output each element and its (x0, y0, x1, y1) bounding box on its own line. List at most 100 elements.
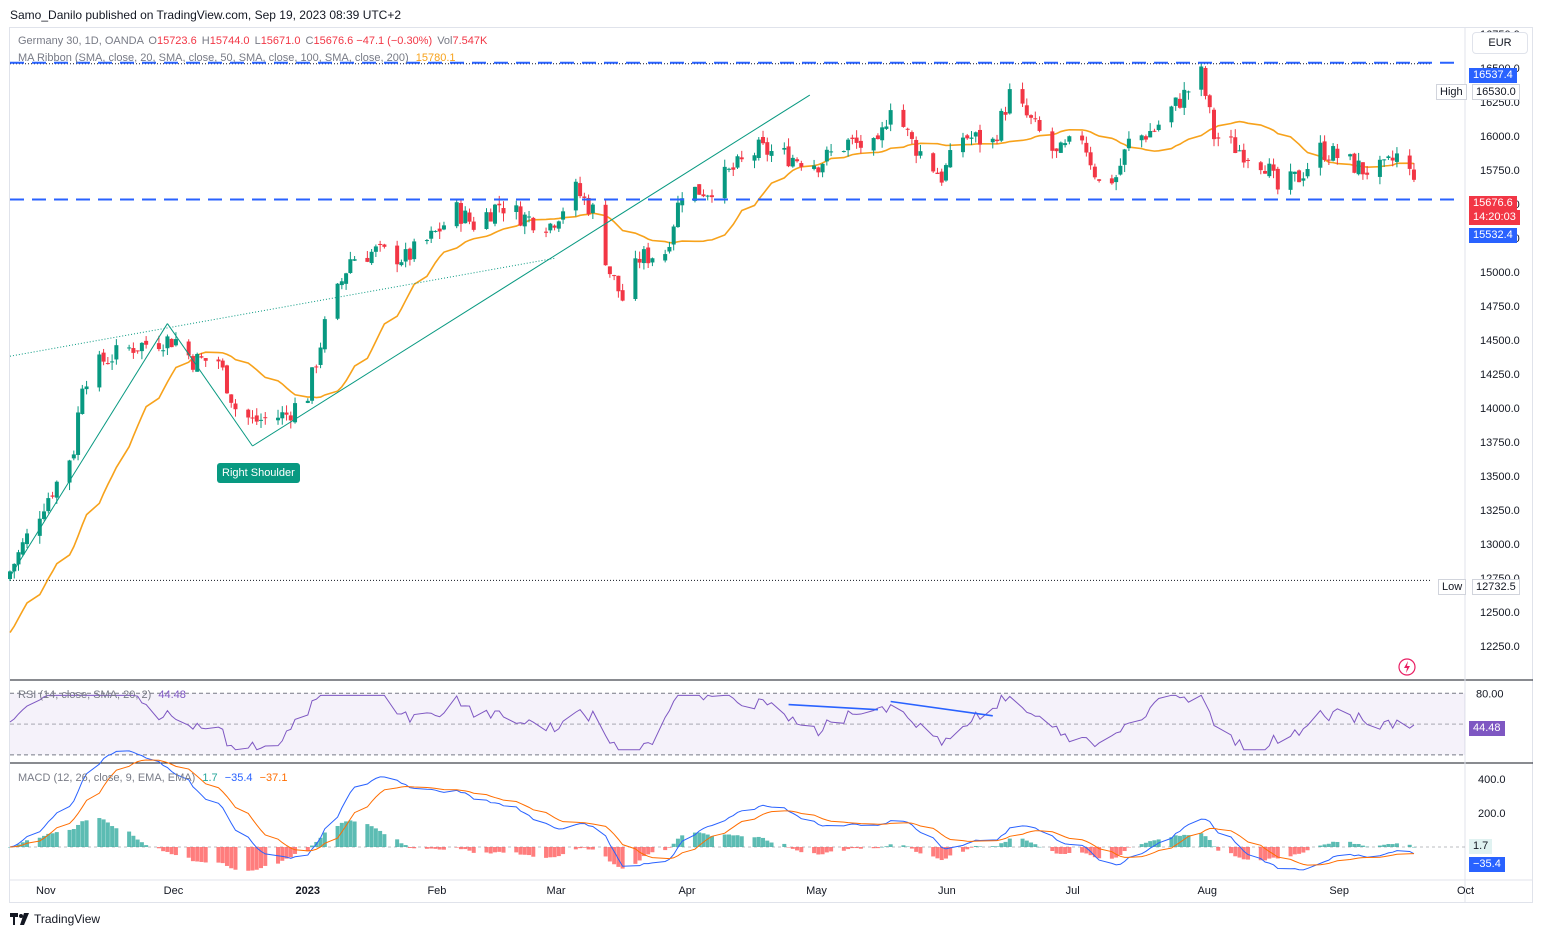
candle-body (1246, 159, 1251, 161)
right-shoulder-label[interactable]: Right Shoulder (217, 463, 300, 483)
candle-body (1084, 142, 1089, 153)
macd-hist-bar (382, 834, 387, 847)
macd-hist-bar (820, 847, 825, 855)
macd-hist-bar (165, 847, 170, 852)
candle (782, 142, 787, 155)
candle (259, 413, 264, 428)
macd-hist-bar (1080, 847, 1085, 853)
macd-hist-bar (310, 845, 315, 847)
ma-title: MA Ribbon (SMA, close, 20, SMA, close, 5… (18, 52, 409, 64)
candle-body (458, 203, 463, 224)
candle-body (850, 137, 855, 139)
macd-hist-bar (1360, 845, 1365, 847)
candle-body (37, 518, 42, 536)
candle-body (761, 137, 766, 144)
candle (220, 358, 225, 371)
candle-body (931, 153, 936, 172)
candle (412, 238, 417, 262)
candle (969, 131, 974, 146)
candle-body (1097, 179, 1102, 181)
candle-body (633, 258, 638, 300)
macd-hist-bar (110, 826, 115, 847)
candle (1331, 143, 1336, 162)
macd-hist-bar (322, 832, 327, 847)
macd-hist-bar (1241, 847, 1246, 860)
candle-body (433, 230, 438, 232)
volume-label: Vol (437, 35, 453, 47)
candle (1118, 158, 1123, 176)
candle (939, 168, 944, 186)
candle-body (1301, 178, 1306, 181)
candle (471, 216, 476, 232)
candle (454, 200, 459, 229)
high-label: H (201, 35, 210, 47)
chart-frame (9, 27, 1533, 903)
candle-body (1297, 170, 1302, 183)
support-price-tag: 15532.4 (1469, 228, 1517, 243)
candle-body (1407, 155, 1412, 169)
candle (1186, 90, 1191, 100)
candle (101, 348, 106, 366)
candle (263, 412, 268, 425)
low-label-tag: Low (1438, 579, 1467, 595)
candle-body (169, 338, 174, 348)
candle (726, 167, 731, 173)
candle-body (590, 204, 595, 214)
candle (812, 159, 817, 171)
macd-hist-bar (1382, 844, 1387, 847)
candle (850, 134, 855, 145)
tradingview-footer[interactable]: TradingView (10, 912, 100, 926)
candle-body (531, 217, 536, 231)
lightning-circle (1398, 658, 1416, 676)
candle-body (918, 151, 923, 156)
candle-body (1024, 105, 1029, 116)
candle-body (935, 172, 940, 175)
macd-hist-bar (1335, 841, 1340, 847)
macd-hist-bar (365, 824, 370, 847)
macd-title: MACD (12, 26, close, 9, EMA, EMA) (18, 772, 196, 784)
candle (1275, 166, 1280, 195)
candle-body (488, 212, 493, 222)
macd-hist-bar (1301, 847, 1306, 853)
candle-body (156, 343, 161, 350)
candle (1386, 155, 1391, 160)
candle-body (54, 481, 59, 498)
price-axis-label: 12500.0 (1480, 607, 1520, 619)
macd-hist-bar (782, 843, 787, 847)
macd-hist-bar (1109, 847, 1114, 859)
candle-body (1216, 137, 1221, 139)
macd-hist-bar (901, 845, 906, 847)
candle-body (1390, 157, 1395, 161)
publisher-line: Samo_Danilo published on TradingView.com… (10, 8, 402, 22)
candle-body (514, 205, 519, 213)
macd-hist-bar (722, 834, 727, 847)
macd-hist-bar (1063, 847, 1068, 854)
candle (139, 342, 144, 360)
time-axis-label: 2023 (296, 885, 320, 897)
candles-group (8, 63, 1416, 581)
candle-body (80, 388, 85, 414)
currency-button[interactable]: EUR (1472, 32, 1528, 54)
macd-hist-bar (795, 847, 800, 851)
macd-hist-bar (467, 847, 472, 851)
candle-body (573, 181, 578, 211)
candle-body (1173, 97, 1178, 106)
candle-body (1352, 153, 1357, 173)
close-value: 15676.6 (313, 35, 354, 47)
candle (795, 157, 800, 163)
macd-hist-bar (1237, 847, 1242, 858)
candle-body (497, 203, 502, 206)
macd-hist-bar (671, 843, 676, 847)
candle (71, 450, 76, 461)
candle (54, 480, 59, 504)
candle-body (1058, 142, 1063, 153)
rsi-divergence-2 (890, 700, 993, 717)
time-axis-label: Dec (164, 885, 184, 897)
candle-body (1114, 177, 1119, 183)
candle (284, 405, 289, 421)
macd-hist-bar (1407, 844, 1412, 847)
macd-hist-bar (943, 847, 948, 859)
candle (441, 221, 446, 231)
candle (1203, 66, 1208, 100)
